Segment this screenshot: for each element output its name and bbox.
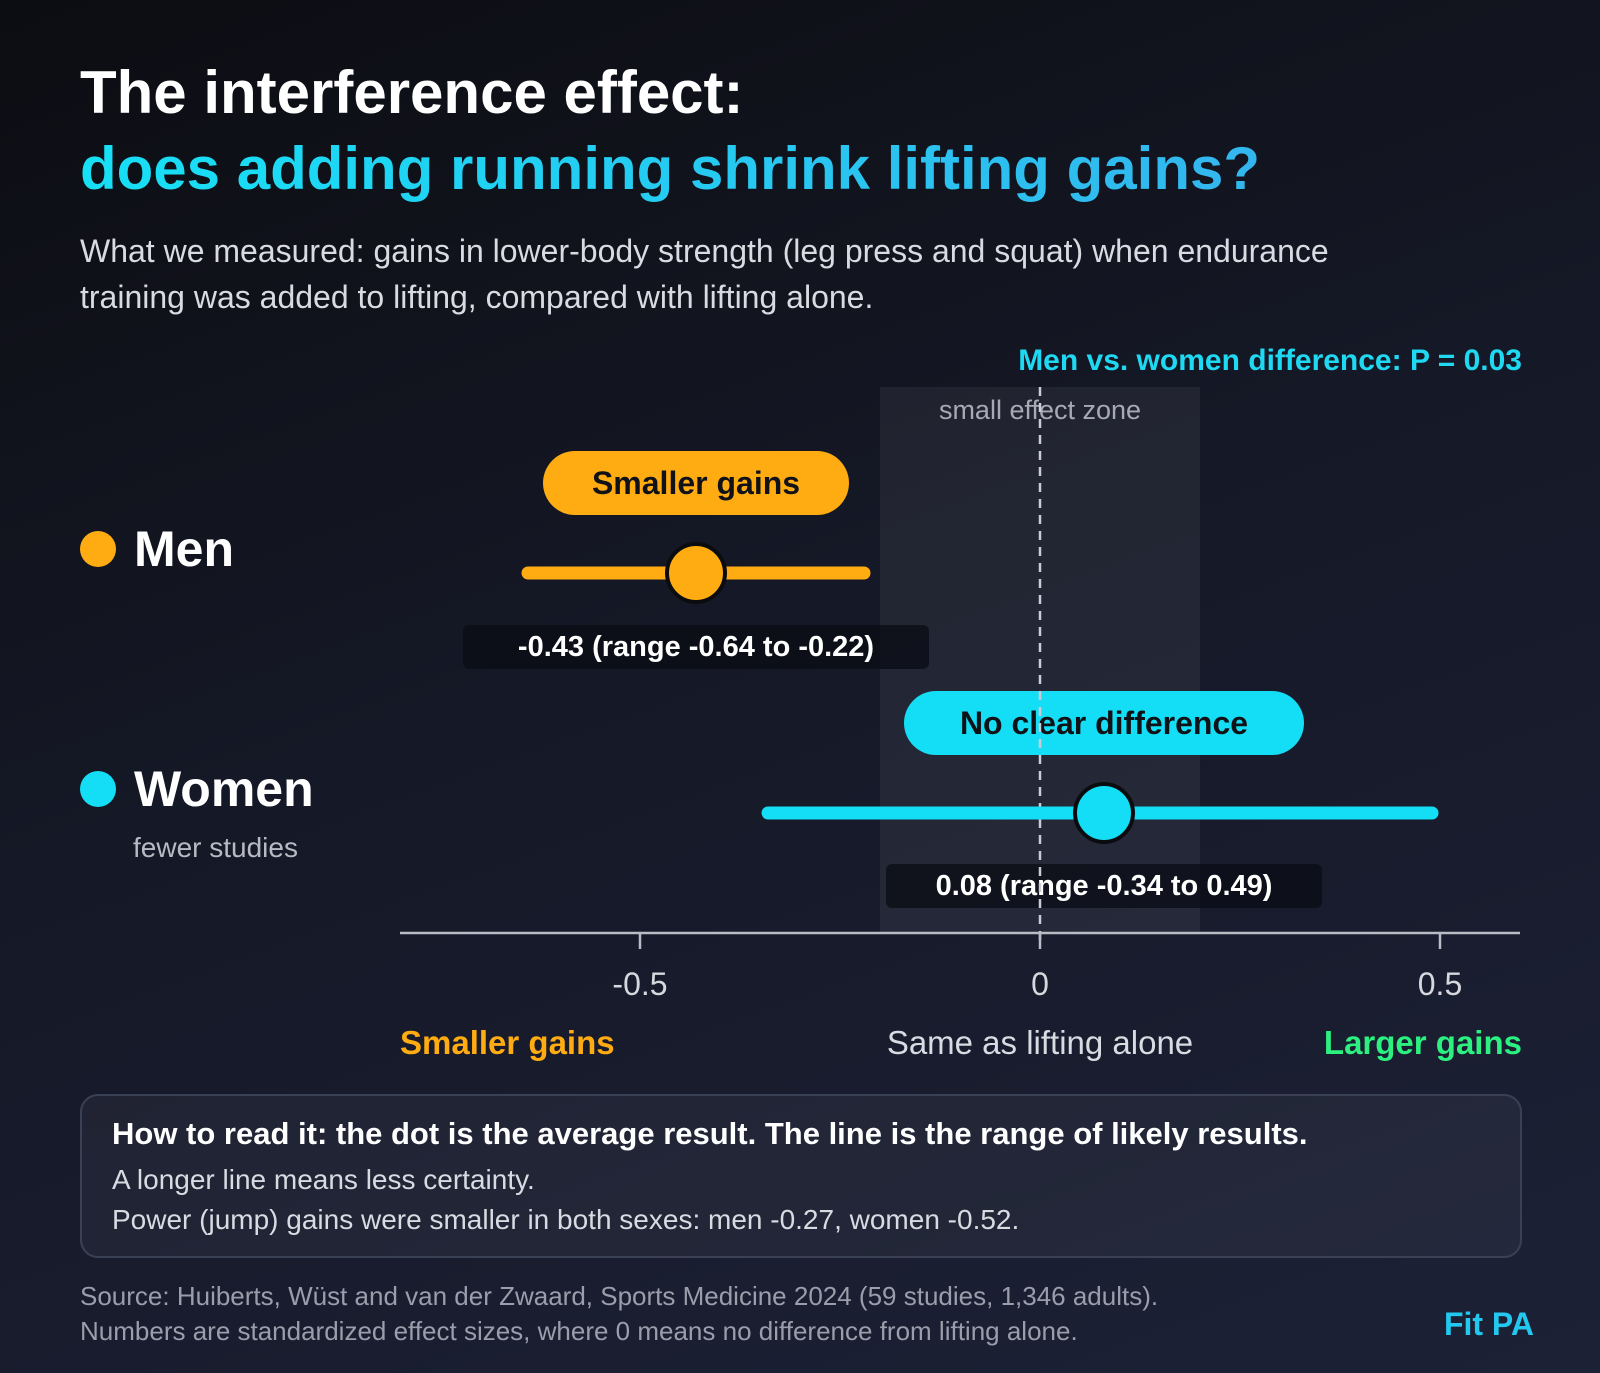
row-label-men: Men (80, 520, 234, 578)
brand-logo: Fit PA (1443, 1306, 1534, 1342)
men-estimate-point (665, 542, 727, 604)
chart-subtitle-question: does adding running shrink lifting gains… (80, 135, 1260, 202)
direction-label-same: Same as lifting alone (886, 1024, 1194, 1061)
direction-label-larger: Larger gains (1323, 1024, 1522, 1061)
women-subtitle: fewer studies (133, 832, 298, 863)
how-to-read-heading: How to read it: the dot is the average r… (112, 1116, 1308, 1151)
how-to-read-line-1: A longer line means less certainty. (112, 1164, 535, 1195)
women-legend-dot (80, 771, 116, 807)
how-to-read-line-2: Power (jump) gains were smaller in both … (112, 1204, 1020, 1235)
women-value-label: 0.08 (range -0.34 to 0.49) (886, 864, 1322, 908)
women-verdict-pill: No clear difference (904, 691, 1304, 755)
x-tick-label-0: -0.5 (612, 966, 667, 1002)
x-tick-label-1: 0 (1031, 966, 1049, 1002)
men-verdict-pill: Smaller gains (543, 451, 849, 515)
source-note: Numbers are standardized effect sizes, w… (80, 1316, 1078, 1346)
how-to-read-box (80, 1094, 1522, 1258)
forest-plot: -0.5 0 0.5 (400, 387, 1520, 1002)
men-value-label: -0.43 (range -0.64 to -0.22) (463, 625, 929, 669)
row-label-women: Women (80, 760, 314, 818)
women-estimate-point (1073, 782, 1135, 844)
p-value-label: Men vs. women difference: P = 0.03 (1018, 344, 1522, 377)
source-citation: Source: Huiberts, Wüst and van der Zwaar… (80, 1281, 1159, 1311)
direction-label-smaller: Smaller gains (400, 1024, 615, 1061)
men-label: Men (134, 521, 234, 577)
measurement-description: What we measured: gains in lower-body st… (80, 233, 1329, 315)
chart-title: The interference effect: (80, 59, 744, 126)
x-tick-label-2: 0.5 (1418, 966, 1462, 1002)
women-label: Women (134, 761, 314, 817)
men-legend-dot (80, 531, 116, 567)
